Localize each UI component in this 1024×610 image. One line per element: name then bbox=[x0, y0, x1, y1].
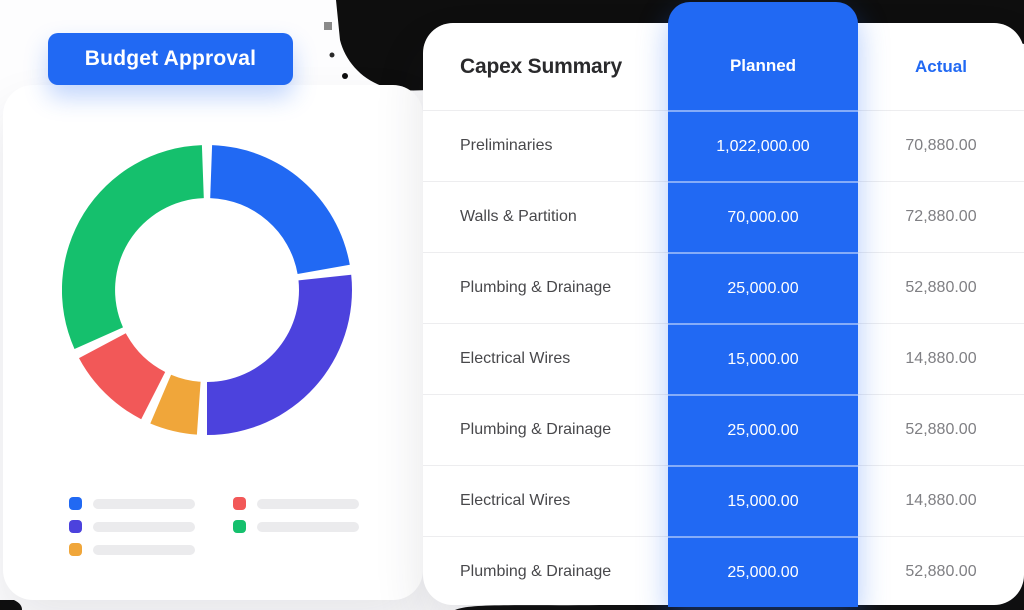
actual-value-cell: 52,880.00 bbox=[905, 279, 977, 296]
legend-label-placeholder bbox=[93, 521, 195, 532]
planned-value-cell: 25,000.00 bbox=[668, 394, 858, 465]
legend-swatch bbox=[69, 520, 82, 533]
category-cell: Plumbing & Drainage bbox=[460, 563, 612, 580]
legend-swatch bbox=[69, 497, 82, 510]
planned-value-cell: 15,000.00 bbox=[668, 323, 858, 394]
legend-column bbox=[233, 497, 359, 556]
actual-value-cell: 52,880.00 bbox=[905, 421, 977, 438]
paint-speck bbox=[324, 22, 332, 30]
paint-speck bbox=[329, 52, 335, 58]
planned-column-body: 1,022,000.00 70,000.00 25,000.00 15,000.00 2… bbox=[668, 110, 858, 607]
planned-value-cell: 15,000.00 bbox=[668, 465, 858, 536]
table-title: Capex Summary bbox=[460, 54, 622, 78]
legend-swatch bbox=[233, 520, 246, 533]
planned-column: Planned 1,022,000.00 70,000.00 25,000.00 15… bbox=[668, 2, 858, 607]
actual-value-cell: 14,880.00 bbox=[905, 350, 977, 367]
actual-value-cell: 52,880.00 bbox=[905, 563, 977, 580]
category-cell: Electrical Wires bbox=[460, 492, 571, 509]
legend-label-placeholder bbox=[93, 544, 195, 555]
planned-value-cell: 25,000.00 bbox=[668, 536, 858, 607]
legend-item bbox=[233, 520, 359, 533]
paint-speck bbox=[342, 73, 348, 79]
legend-label-placeholder bbox=[257, 521, 359, 532]
legend-item bbox=[69, 520, 195, 533]
planned-value-cell: 1,022,000.00 bbox=[668, 110, 858, 181]
chart-legend bbox=[69, 497, 359, 556]
actual-value-cell: 70,880.00 bbox=[905, 137, 977, 154]
category-cell: Walls & Partition bbox=[460, 208, 577, 225]
budget-approval-card bbox=[3, 85, 423, 600]
actual-column-header[interactable]: Actual bbox=[915, 56, 967, 76]
legend-label-placeholder bbox=[257, 498, 359, 509]
legend-swatch bbox=[69, 543, 82, 556]
donut-segment-green bbox=[62, 145, 204, 349]
planned-value-cell: 25,000.00 bbox=[668, 252, 858, 323]
donut-segment-blue bbox=[210, 145, 350, 274]
table-header-row: Capex Summary Actual bbox=[423, 23, 1024, 110]
category-cell: Preliminaries bbox=[460, 137, 553, 154]
budget-approval-button[interactable]: Budget Approval bbox=[48, 33, 293, 85]
donut-segment-orange bbox=[150, 374, 201, 435]
actual-value-cell: 72,880.00 bbox=[905, 208, 977, 225]
table-body: Preliminaries 70,880.00 Walls & Partitio… bbox=[423, 110, 1024, 605]
actual-value-cell: 14,880.00 bbox=[905, 492, 977, 509]
budget-donut-chart bbox=[62, 145, 352, 435]
legend-item bbox=[69, 543, 195, 556]
legend-column bbox=[69, 497, 195, 556]
paint-stroke-bottom bbox=[455, 568, 1024, 610]
planned-value-cell: 70,000.00 bbox=[668, 181, 858, 252]
donut-segment-indigo bbox=[207, 274, 352, 435]
legend-item bbox=[233, 497, 359, 510]
legend-swatch bbox=[233, 497, 246, 510]
paint-stroke-bottom-left bbox=[0, 600, 22, 610]
category-cell: Electrical Wires bbox=[460, 350, 571, 367]
category-cell: Plumbing & Drainage bbox=[460, 421, 612, 438]
category-cell: Plumbing & Drainage bbox=[460, 279, 612, 296]
legend-label-placeholder bbox=[93, 498, 195, 509]
planned-column-header[interactable]: Planned bbox=[729, 56, 797, 75]
donut-segment-red bbox=[79, 333, 166, 420]
legend-item bbox=[69, 497, 195, 510]
